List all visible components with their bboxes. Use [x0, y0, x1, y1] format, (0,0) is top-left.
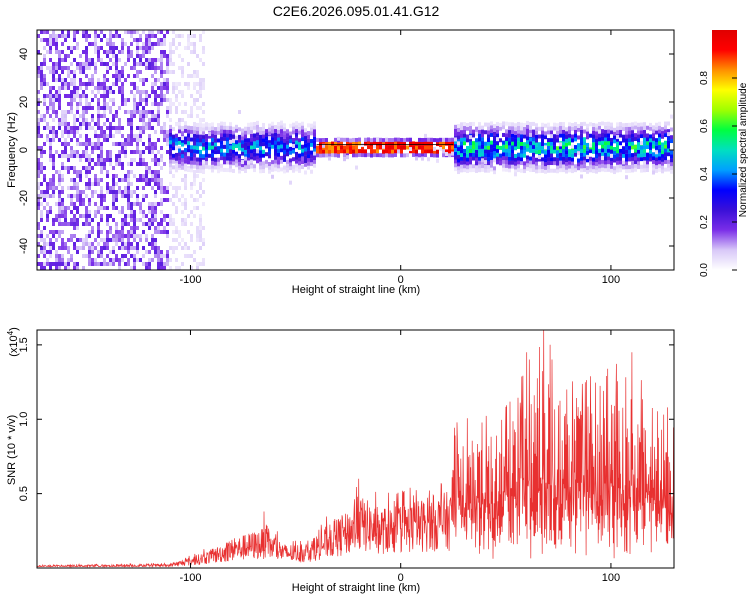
colorbar-tick-label: 0.0 — [699, 263, 710, 277]
spectrogram-ticks: -100 0 100 -40 -20 0 20 40 — [18, 30, 674, 286]
colorbar-ticks: 0.0 0.2 0.4 0.6 0.8 — [699, 71, 737, 277]
spectrogram-ylabel: Frequency (Hz) — [6, 112, 18, 188]
spectrogram-xtick-label: -100 — [179, 274, 201, 286]
snr-ytick-label: 1.5 — [18, 337, 30, 352]
snr-xtick-label: 100 — [602, 572, 620, 584]
snr-ticks: -100 0 100 0.5 1.0 1.5 — [18, 330, 674, 584]
spectrogram-xtick-label: 0 — [398, 274, 404, 286]
colorbar-tick-label: 0.8 — [699, 71, 710, 85]
figure-title: C2E6.2026.095.01.41.G12 — [273, 3, 440, 19]
colorbar-tick-label: 0.4 — [699, 167, 710, 181]
snr-ytick-label: 0.5 — [18, 486, 30, 501]
spectrogram-ytick-label: -40 — [18, 238, 30, 254]
spectrogram-xlabel: Height of straight line (km) — [292, 284, 420, 296]
spectrogram-ytick-label: 40 — [18, 48, 30, 60]
colorbar-tick-label: 0.2 — [699, 215, 710, 229]
snr-xlabel: Height of straight line (km) — [292, 582, 420, 594]
snr-ytick-label: 1.0 — [18, 412, 30, 427]
spectrogram-xtick-label: 100 — [602, 274, 620, 286]
snr-series-line — [36, 329, 675, 568]
colorbar-gradient — [712, 30, 737, 270]
spectrogram-ytick-label: -20 — [18, 190, 30, 206]
spectrogram-ytick-label: 20 — [18, 96, 30, 108]
snr-ylabel: SNR (10 * v/v) — [6, 415, 18, 485]
colorbar-tick-label: 0.6 — [699, 119, 710, 133]
spectrogram-ytick-label: 0 — [18, 147, 30, 153]
colorbar: 0.0 0.2 0.4 0.6 0.8 Normalized spectral ampl… — [699, 30, 749, 277]
spectrogram-cells — [37, 30, 673, 270]
colorbar-label: Normalized spectral amplitude — [738, 82, 749, 217]
spectrogram-panel: -100 0 100 -40 -20 0 20 40 Frequency (Hz) Heigh… — [6, 29, 675, 296]
spectrogram-frame — [36, 29, 675, 271]
snr-xtick-label: -100 — [179, 572, 201, 584]
snr-frame — [36, 329, 675, 569]
snr-y-multiplier: (x104) — [6, 327, 20, 357]
snr-xtick-label: 0 — [398, 572, 404, 584]
